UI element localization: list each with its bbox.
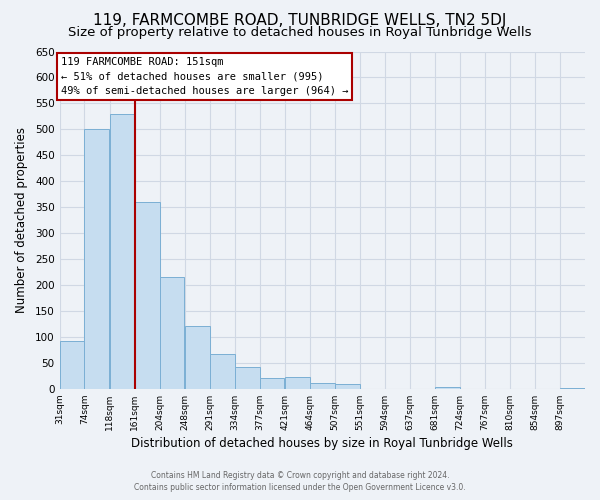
X-axis label: Distribution of detached houses by size in Royal Tunbridge Wells: Distribution of detached houses by size … [131,437,513,450]
Bar [560,388,585,389]
Bar [135,202,160,389]
Bar [285,378,310,389]
Bar [335,384,359,389]
Text: 119, FARMCOMBE ROAD, TUNBRIDGE WELLS, TN2 5DJ: 119, FARMCOMBE ROAD, TUNBRIDGE WELLS, TN… [94,12,506,28]
Bar [59,340,85,389]
Text: 119 FARMCOMBE ROAD: 151sqm
← 51% of detached houses are smaller (995)
49% of sem: 119 FARMCOMBE ROAD: 151sqm ← 51% of deta… [61,56,348,96]
Bar [160,277,184,389]
Y-axis label: Number of detached properties: Number of detached properties [15,127,28,313]
Bar [235,367,260,389]
Bar [85,130,109,389]
Bar [185,326,210,389]
Bar [435,388,460,389]
Bar [310,382,335,389]
Text: Size of property relative to detached houses in Royal Tunbridge Wells: Size of property relative to detached ho… [68,26,532,39]
Bar [210,354,235,389]
Bar [260,378,284,389]
Bar [110,114,135,389]
Text: Contains HM Land Registry data © Crown copyright and database right 2024.
Contai: Contains HM Land Registry data © Crown c… [134,471,466,492]
